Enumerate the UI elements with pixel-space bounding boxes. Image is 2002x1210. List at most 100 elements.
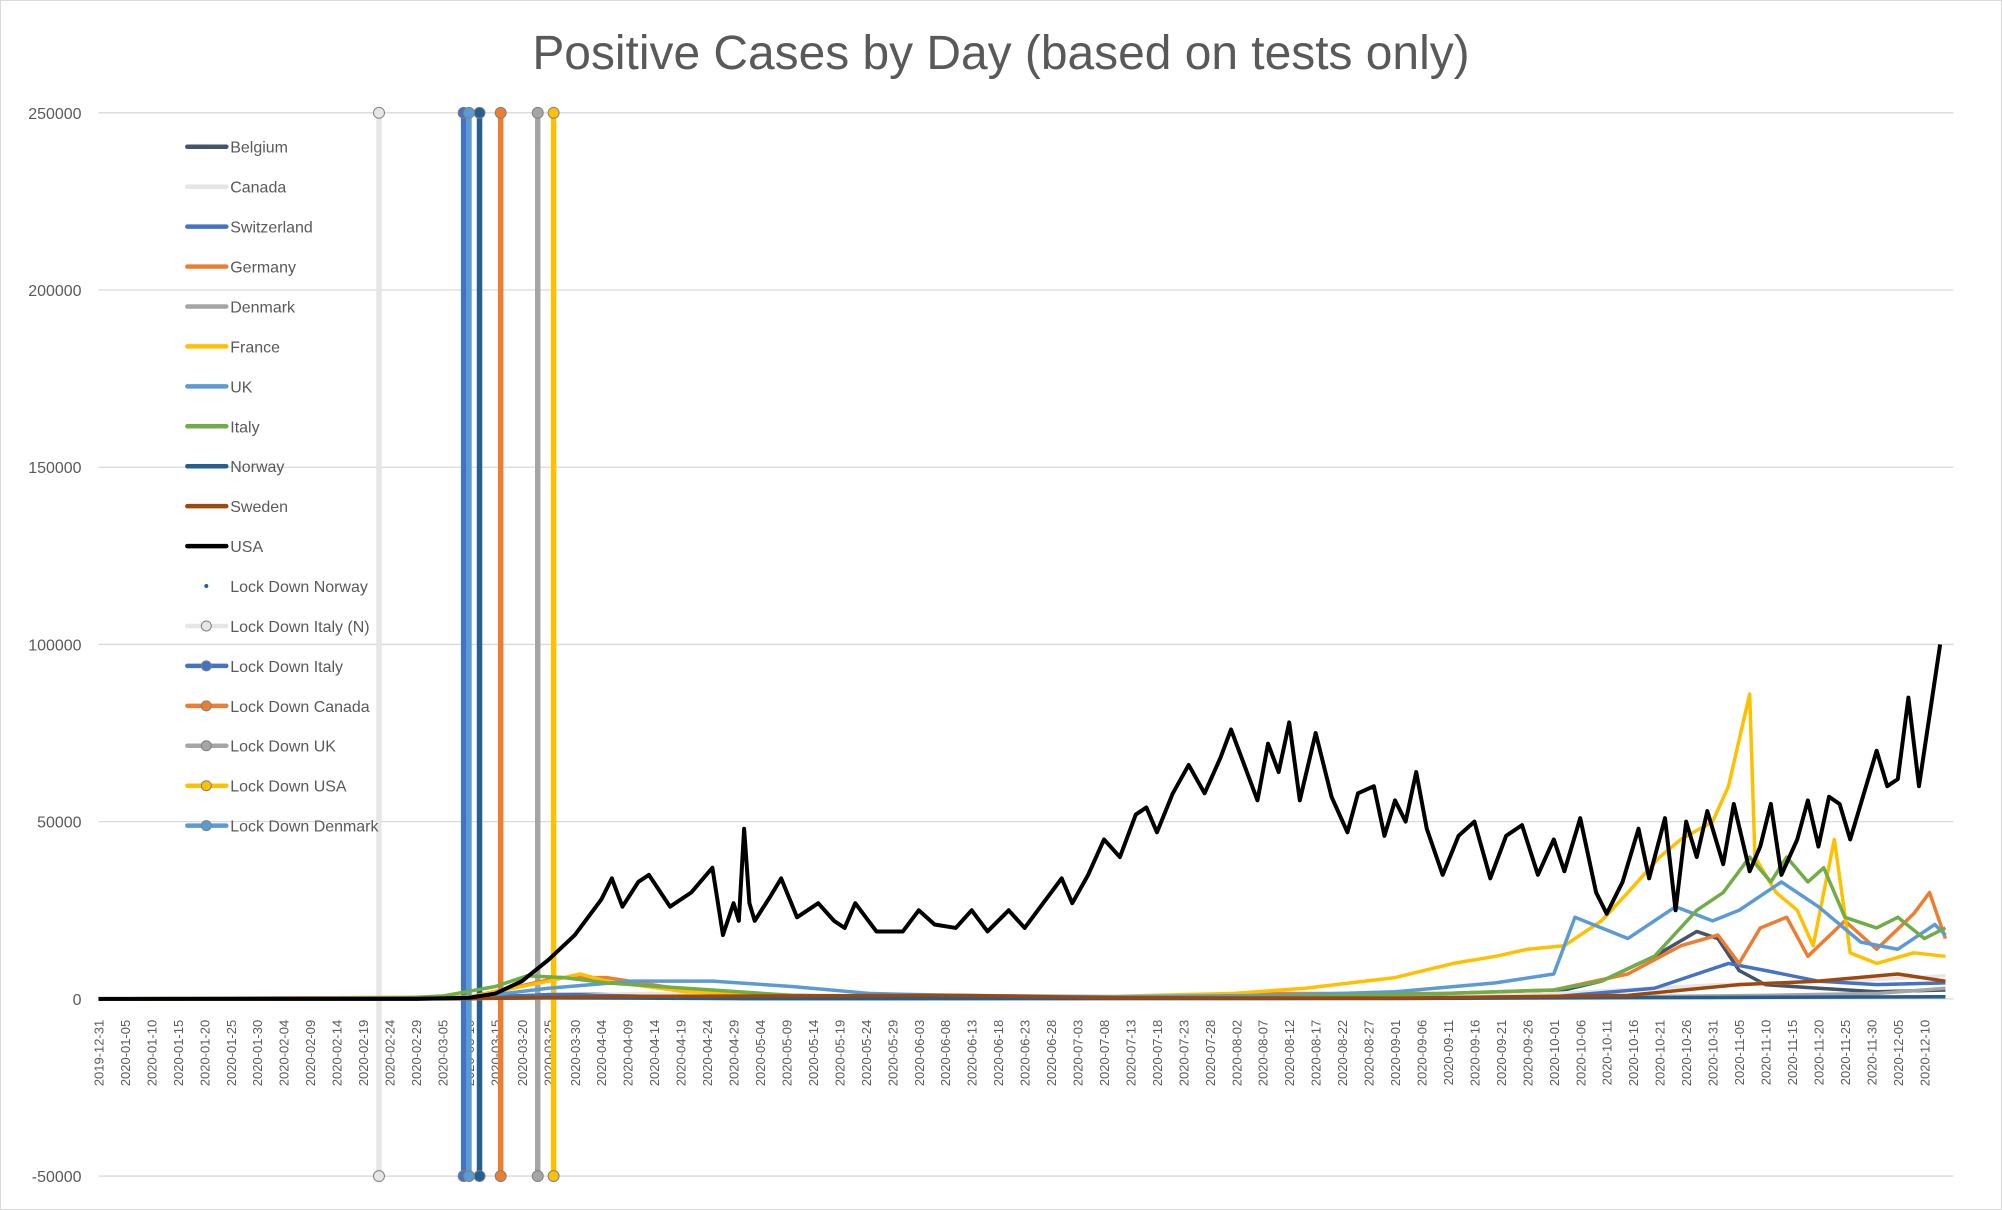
lockdown-end-point <box>547 106 560 119</box>
x-tick-label: 2020-10-01 <box>1547 1020 1562 1086</box>
x-tick-label: 2020-04-09 <box>621 1020 636 1086</box>
x-tick-label: 2020-04-24 <box>700 1020 715 1086</box>
x-tick-label: 2020-11-25 <box>1838 1020 1853 1085</box>
x-tick-label: 2020-03-05 <box>435 1020 450 1086</box>
series-line <box>98 972 1946 1001</box>
x-tick-label: 2020-01-20 <box>197 1020 212 1086</box>
legend-entry: Lock Down Canada <box>185 699 370 716</box>
legend-marker <box>204 584 209 589</box>
x-tick-label: 2020-07-23 <box>1176 1020 1191 1086</box>
legend-entry: Belgium <box>185 140 288 157</box>
x-tick-label: 2020-07-13 <box>1123 1020 1138 1086</box>
x-tick-label: 2020-10-31 <box>1706 1020 1721 1086</box>
x-tick-label: 2020-08-17 <box>1309 1020 1324 1086</box>
legend-label: Belgium <box>230 140 288 157</box>
x-tick-label: 2020-12-05 <box>1891 1020 1906 1086</box>
x-tick-label: 2020-08-22 <box>1335 1020 1350 1086</box>
legend-entry: Canada <box>185 180 286 197</box>
y-tick-label: 100000 <box>28 637 81 654</box>
x-tick-label: 2020-05-04 <box>753 1020 768 1086</box>
lockdown-end-point <box>494 106 507 119</box>
lockdown-end-point <box>372 106 385 119</box>
series-line <box>98 692 1946 1001</box>
x-tick-label: 2020-12-10 <box>1917 1020 1932 1086</box>
x-tick-label: 2020-03-20 <box>515 1020 530 1086</box>
x-tick-label: 2020-09-21 <box>1494 1020 1509 1086</box>
y-tick-label: 0 <box>73 992 82 1009</box>
legend-label: Lock Down Italy <box>230 659 343 676</box>
lockdown-end-point <box>462 1170 475 1183</box>
legend-label: Lock Down Italy (N) <box>230 619 369 636</box>
legend-entry: Lock Down UK <box>185 739 336 756</box>
x-tick-label: 2020-09-16 <box>1467 1020 1482 1086</box>
x-tick-label: 2020-03-30 <box>568 1020 583 1086</box>
legend-label: Denmark <box>230 299 295 316</box>
x-tick-label: 2020-02-24 <box>383 1020 398 1086</box>
x-tick-label: 2020-05-24 <box>859 1020 874 1086</box>
y-tick-labels: -50000 0 50000 100000 150000 200000 250000 <box>28 106 81 1186</box>
x-tick-label: 2020-08-12 <box>1282 1020 1297 1086</box>
x-tick-label: 2020-02-29 <box>409 1020 424 1086</box>
legend-entry: UK <box>185 379 253 396</box>
x-tick-label: 2020-07-08 <box>1097 1020 1112 1086</box>
lockdown-end-point <box>372 1170 385 1183</box>
legend: Belgium Canada Switzerland Germany Denmark Fr… <box>185 140 379 836</box>
x-tick-label: 2020-08-27 <box>1362 1020 1377 1086</box>
x-tick-label: 2020-11-30 <box>1864 1020 1879 1085</box>
legend-label: Germany <box>230 260 296 277</box>
lockdown-end-point <box>531 1170 544 1183</box>
x-tick-label: 2020-02-04 <box>277 1020 292 1086</box>
x-tick-label: 2020-10-21 <box>1653 1020 1668 1086</box>
x-tick-label: 2020-09-11 <box>1441 1020 1456 1085</box>
x-tick-label: 2020-06-03 <box>912 1020 927 1086</box>
x-tick-label: 2020-04-19 <box>674 1020 689 1086</box>
x-tick-label: 2020-02-09 <box>303 1020 318 1086</box>
x-tick-label: 2020-01-30 <box>250 1020 265 1086</box>
x-tick-label: 2020-08-07 <box>1256 1020 1271 1086</box>
legend-label: Norway <box>230 459 284 476</box>
x-tick-label: 2020-04-04 <box>594 1020 609 1086</box>
series-line <box>98 880 1947 1001</box>
x-tick-label: 2020-04-29 <box>727 1020 742 1086</box>
legend-label: Lock Down Canada <box>230 699 369 716</box>
x-tick-label: 2020-05-19 <box>832 1020 847 1086</box>
x-tick-label: 2020-11-15 <box>1785 1020 1800 1085</box>
x-tick-label: 2020-01-15 <box>171 1020 186 1086</box>
y-tick-label: 150000 <box>28 460 81 477</box>
y-tick-label: -50000 <box>32 1169 82 1186</box>
y-tick-label: 250000 <box>28 106 81 123</box>
x-tick-label: 2020-09-01 <box>1388 1020 1403 1086</box>
x-tick-label: 2020-04-14 <box>647 1020 662 1086</box>
legend-entry: Lock Down Norway <box>204 579 368 596</box>
x-tick-label: 2020-11-05 <box>1732 1020 1747 1085</box>
legend-label: France <box>230 339 280 356</box>
y-tick-label: 50000 <box>37 815 82 832</box>
x-tick-label: 2020-06-28 <box>1044 1020 1059 1086</box>
legend-label: Switzerland <box>230 220 313 237</box>
x-tick-labels: 2019-12-31 2020-01-05 2020-01-10 2020-01-15… <box>91 1020 1932 1086</box>
legend-label: Lock Down USA <box>230 779 347 796</box>
x-tick-label: 2020-10-06 <box>1573 1020 1588 1086</box>
y-tick-label: 200000 <box>28 283 81 300</box>
legend-entry: Lock Down Italy (N) <box>185 619 370 636</box>
x-tick-label: 2020-05-29 <box>885 1020 900 1086</box>
x-tick-label: 2020-06-13 <box>965 1020 980 1086</box>
legend-entry: France <box>185 339 280 356</box>
legend-entry: Lock Down Italy <box>185 659 343 676</box>
x-tick-label: 2020-09-26 <box>1520 1020 1535 1086</box>
legend-label: Sweden <box>230 499 288 516</box>
series-line <box>98 961 1946 1001</box>
legend-label: UK <box>230 379 253 396</box>
x-tick-label: 2020-09-06 <box>1415 1020 1430 1086</box>
x-tick-label: 2020-06-23 <box>1018 1020 1033 1086</box>
legend-entry: Denmark <box>185 299 295 316</box>
x-tick-label: 2020-06-18 <box>991 1020 1006 1086</box>
legend-entry: Italy <box>185 419 260 436</box>
legend-marker <box>200 620 212 632</box>
legend-entry: Norway <box>185 459 284 476</box>
lockdown-end-point <box>547 1170 560 1183</box>
series-line <box>98 855 1947 1001</box>
legend-entry: Switzerland <box>185 220 313 237</box>
legend-entry: USA <box>185 539 263 556</box>
